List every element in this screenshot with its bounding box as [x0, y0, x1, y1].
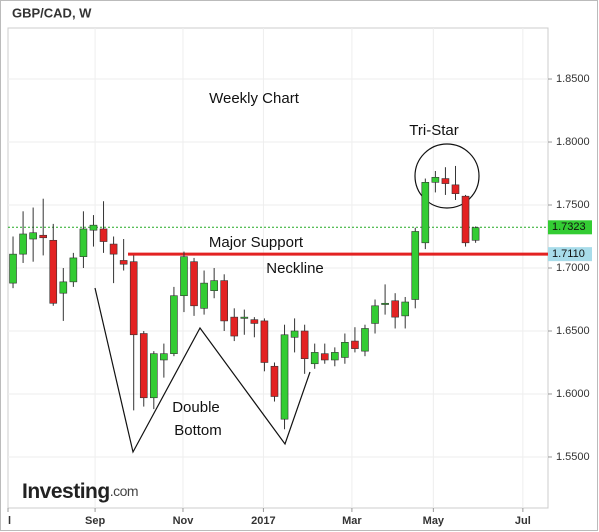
- logo: Investing.com: [22, 480, 138, 503]
- candle-body: [230, 316, 239, 337]
- x-tick-label: Nov: [173, 515, 195, 527]
- tri-star-circle: [414, 143, 480, 209]
- x-tick-label: May: [423, 515, 445, 527]
- level-label: 1.7110: [552, 248, 585, 260]
- candle-body: [69, 257, 78, 283]
- candle-body: [270, 365, 279, 397]
- candle-body: [451, 184, 460, 194]
- candle-body: [109, 243, 118, 255]
- candle-body: [220, 280, 229, 322]
- chart-title: GBP/CAD, W: [12, 5, 92, 20]
- candle-body: [119, 260, 128, 265]
- y-tick-label: 1.7500: [556, 199, 590, 211]
- candle-body: [290, 330, 299, 338]
- candle-body: [341, 342, 349, 358]
- annotation: Double: [172, 399, 220, 416]
- double-bottom-line: [94, 287, 311, 454]
- candle-body: [391, 300, 399, 318]
- candle-body: [29, 232, 37, 240]
- candle-body: [59, 281, 68, 294]
- candle-body: [170, 295, 178, 354]
- candle-body: [411, 231, 420, 300]
- logo-suffix: .com: [110, 483, 138, 499]
- x-tick-label: Jul: [515, 515, 531, 527]
- x-tick-label: l: [8, 515, 11, 527]
- y-tick-label: 1.8500: [556, 73, 590, 85]
- candle-body: [431, 176, 440, 183]
- candle-body: [99, 228, 108, 242]
- logo-main: Investing: [22, 480, 110, 503]
- candle-body: [19, 233, 27, 255]
- candle-body: [129, 261, 138, 336]
- candle-body: [361, 328, 369, 352]
- candle-body: [240, 316, 249, 319]
- annotation: Neckline: [266, 260, 324, 277]
- candle-body: [441, 178, 450, 184]
- candle-body: [250, 319, 259, 324]
- candle-body: [471, 227, 480, 241]
- candle-body: [39, 234, 47, 239]
- candle-body: [320, 353, 329, 361]
- candle-body: [381, 302, 389, 305]
- candle-body: [190, 261, 198, 307]
- candle-body: [9, 253, 17, 284]
- candle-body: [49, 239, 58, 304]
- candle-body: [461, 195, 470, 244]
- x-tick-label: 2017: [251, 515, 275, 527]
- candle-body: [210, 280, 218, 291]
- y-tick-label: 1.6500: [556, 325, 590, 337]
- x-tick-label: Sep: [85, 515, 105, 527]
- candle-body: [139, 333, 148, 399]
- x-tick-label: Mar: [342, 515, 362, 527]
- level-tag: [548, 220, 592, 235]
- candle-body: [200, 282, 208, 309]
- candle-body: [280, 334, 289, 420]
- candle-body: [260, 320, 269, 363]
- annotation: Bottom: [174, 422, 222, 439]
- level-tag: [548, 247, 592, 262]
- candle-body: [79, 228, 88, 257]
- annotation: Major Support: [209, 234, 304, 251]
- candle-body: [310, 352, 319, 365]
- candle-body: [300, 330, 309, 360]
- candle-body: [351, 340, 359, 349]
- candle-body: [180, 256, 188, 297]
- candle-body: [150, 353, 158, 399]
- candle-body: [160, 353, 168, 361]
- candle-body: [89, 224, 98, 231]
- candle-body: [421, 182, 430, 244]
- candle-body: [401, 301, 410, 317]
- y-tick-label: 1.5500: [556, 451, 590, 463]
- y-tick-label: 1.6000: [556, 388, 590, 400]
- annotation: Weekly Chart: [209, 90, 300, 107]
- y-tick-label: 1.8000: [556, 136, 590, 148]
- candle-body: [331, 352, 339, 361]
- candle-body: [371, 305, 379, 324]
- y-tick-label: 1.7000: [556, 262, 590, 274]
- annotation: Tri-Star: [409, 122, 458, 139]
- level-label: 1.7323: [552, 221, 586, 233]
